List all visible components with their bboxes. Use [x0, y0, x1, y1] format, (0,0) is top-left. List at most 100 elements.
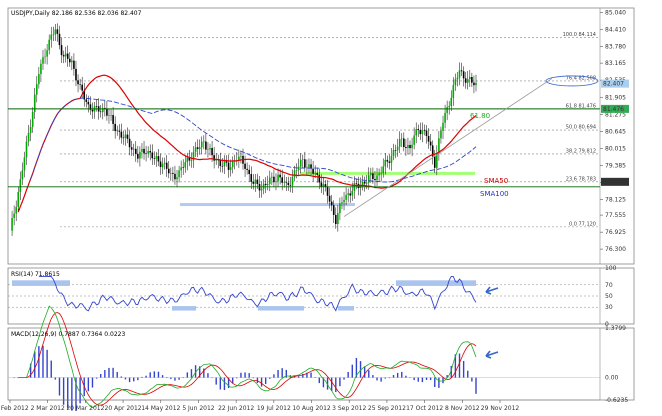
candle-body	[405, 147, 407, 149]
candle-body	[209, 147, 211, 150]
candle-body	[64, 53, 67, 57]
macd-histogram-bar	[13, 377, 15, 379]
macd-histogram-bar	[124, 377, 127, 380]
candle-body	[248, 169, 250, 175]
macd-histogram-bar	[335, 377, 337, 393]
candle-body	[291, 176, 294, 186]
candle-body	[275, 181, 277, 183]
candle-body	[31, 111, 34, 127]
candle-body	[157, 156, 160, 162]
macd-histogram-bar	[462, 360, 465, 378]
x-tick-label: 20 Apr 2012	[105, 405, 142, 412]
y-tick-label: 81.275	[605, 111, 626, 118]
candle-body	[118, 130, 121, 132]
candle-body	[320, 182, 323, 187]
rsi-overbought-zone	[12, 280, 70, 286]
y-tick-label: 76.925	[605, 229, 626, 236]
candle-body	[151, 152, 154, 159]
candle-body	[458, 70, 461, 78]
candle-body	[196, 147, 199, 149]
candle-body	[388, 161, 391, 163]
x-tick-label: 14 Feb 2012	[0, 405, 29, 412]
zones	[180, 171, 475, 207]
macd-histogram-bar	[318, 377, 320, 384]
candle-body	[246, 168, 248, 170]
candle-body	[442, 122, 444, 131]
candle-body	[297, 166, 300, 171]
macd-histogram-bar	[339, 377, 341, 387]
candle-body	[83, 90, 86, 100]
candle-body	[223, 160, 226, 167]
candle-body	[91, 109, 94, 112]
macd-histogram-bar	[182, 377, 184, 378]
rsi-tick-label: 70	[605, 282, 613, 289]
macd-histogram-bar	[104, 370, 106, 378]
rsi-tick-label: 0	[605, 321, 609, 328]
macd-histogram-bar	[67, 377, 69, 409]
fib-level-label: 0.0 77.120	[569, 221, 596, 227]
candle-body	[213, 155, 215, 161]
candle-body	[260, 188, 263, 191]
candle-body	[306, 167, 308, 169]
candle-body	[40, 63, 42, 75]
candle-body	[116, 130, 119, 132]
macd-histogram-bar	[421, 377, 424, 383]
candle-body	[99, 111, 102, 113]
macd-histogram-bar	[438, 377, 440, 388]
macd-histogram-bar	[223, 377, 226, 391]
candle-body	[361, 181, 364, 186]
candle-body	[304, 159, 306, 168]
candle-body	[167, 168, 170, 174]
macd-title: MACD(12,26,9) 0.7887 0.7364 0.0223	[11, 331, 125, 338]
candle-body	[436, 153, 438, 168]
candle-body	[219, 160, 222, 166]
candle-body	[128, 138, 131, 148]
candle-body	[386, 159, 389, 162]
candle-body	[13, 213, 15, 218]
fib-level-label: 38.2 79.812	[566, 148, 596, 154]
macd-histogram-bar	[252, 377, 255, 379]
macd-histogram-bar	[153, 371, 156, 378]
macd-histogram-bar	[75, 377, 77, 412]
candle-body	[252, 181, 255, 184]
candle-body	[44, 56, 46, 58]
candle-body	[376, 175, 378, 181]
candle-body	[238, 156, 240, 161]
candle-body	[473, 82, 475, 86]
candle-body	[293, 170, 296, 177]
macd-histogram-bar	[79, 377, 81, 404]
candle-body	[269, 177, 271, 184]
macd-histogram-bar	[91, 377, 94, 388]
macd-tick-label: 1.3799	[605, 325, 626, 332]
macd-histogram-bar	[285, 369, 288, 378]
y-tick-label: 77.555	[605, 212, 626, 219]
breakout-zone	[300, 171, 475, 175]
candle-body	[456, 77, 459, 80]
candle-body	[200, 141, 203, 148]
candle-body	[231, 161, 234, 168]
candle-body	[403, 138, 405, 148]
candle-body	[341, 202, 343, 204]
macd-histogram-bar	[343, 377, 345, 380]
sma50-line	[17, 74, 477, 213]
rsi-title: RSI(14) 71.8615	[11, 271, 60, 278]
candle-body	[60, 45, 63, 56]
y-tick-label: 81.905	[605, 94, 626, 101]
x-tick-label: 20 Mar 2012	[66, 405, 104, 412]
macd-histogram-bar	[133, 377, 135, 382]
macd-histogram-bar	[458, 353, 461, 378]
macd-histogram-bar	[409, 377, 411, 379]
y-tick-label: 78.125	[605, 197, 626, 204]
candle-body	[33, 94, 36, 112]
candle-body	[172, 172, 174, 174]
macd-histogram-bar	[87, 377, 90, 392]
macd-histogram-bar	[207, 373, 209, 378]
candle-body	[203, 141, 205, 143]
candle-body	[58, 33, 61, 46]
candle-body	[161, 163, 164, 168]
candle-body	[289, 185, 292, 186]
candle-body	[159, 161, 162, 168]
candle-body	[372, 173, 374, 179]
macd-histogram-bar	[260, 377, 263, 387]
x-tick-label: 2 Mar 2012	[31, 405, 65, 412]
